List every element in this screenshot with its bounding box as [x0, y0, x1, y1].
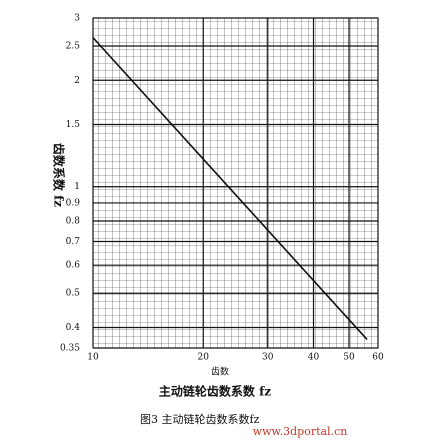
watermark: www.3dportal.cn: [253, 425, 348, 438]
y-tick-label: 2: [74, 76, 80, 86]
y-tick-label: 3: [74, 14, 80, 24]
data-line: [92, 37, 368, 341]
y-axis-label: 齿数系数 fz: [52, 143, 67, 207]
y-tick-label: 1.5: [66, 120, 81, 130]
x-tick-label: 30: [262, 353, 274, 363]
y-tick-label: 0.35: [60, 344, 80, 354]
y-tick-label: 0.9: [66, 198, 81, 208]
x-tick-label: 40: [308, 353, 320, 363]
caption: 图3 主动链轮齿数系数fz: [140, 412, 260, 426]
y-tick-label: 0.5: [66, 289, 81, 299]
x-tick-label: 50: [343, 353, 355, 363]
chart-title: 主动链轮齿数系数 fz: [159, 384, 271, 399]
y-tick-label: 1: [74, 182, 80, 192]
x-tick-label: 10: [87, 353, 99, 363]
y-tick-label: 0.7: [66, 237, 81, 247]
y-tick-label: 0.4: [66, 323, 81, 333]
x-tick-label: 20: [198, 353, 210, 363]
plot-area: [92, 17, 379, 349]
plot-layer: 0.35 0.4 0.5 0.6 0.7 0.8 0.9 1 1.5 2 2.5 3 10 20 30 40 5…: [60, 14, 384, 363]
y-tick-label: 0.8: [66, 217, 81, 227]
y-tick-label: 0.6: [66, 261, 81, 271]
y-tick-label: 2.5: [66, 42, 81, 52]
x-tick-label: 60: [372, 353, 384, 363]
x-axis-label: 齿数: [211, 366, 229, 378]
